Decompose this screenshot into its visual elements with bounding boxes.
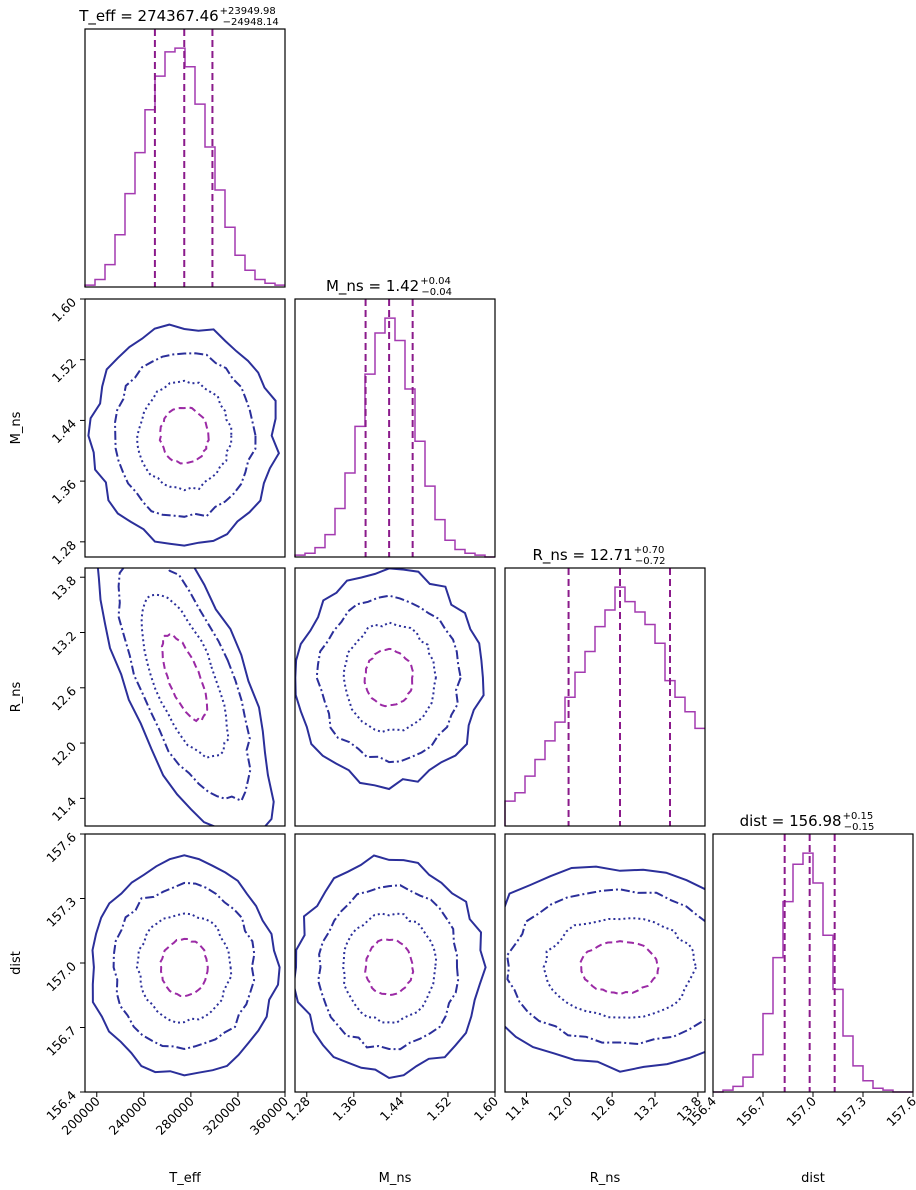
x-tick-label-dist-2: 157.0 [783,1093,819,1129]
histogram-T_eff [84,47,285,287]
x-tick-label-R_ns-3: 13.2 [631,1094,661,1124]
y-tick-label-M_ns-0: 1.28 [49,537,79,567]
x-axis-label-dist: dist [801,1171,825,1186]
x-tick-label-M_ns-2: 1.44 [377,1093,407,1123]
x-tick-label-M_ns-3: 1.52 [424,1094,454,1124]
x-tick-label-T_eff-2: 280000 [153,1093,197,1137]
x-tick-label-R_ns-0: 11.4 [502,1093,532,1123]
contour-panel-dist-vs-M_ns [294,833,496,1093]
contour-dotted-R_ns-vs-T_eff [140,593,230,759]
contour-outer-solid-dist-vs-R_ns [505,865,705,1073]
hist-panel-M_ns: M_ns = 1.42+0.04 −0.04 [294,276,496,558]
axes-frame-R_ns-T_eff [84,567,286,827]
contour-dotted-M_ns-vs-T_eff [136,379,233,492]
x-axis-label-T_eff: T_eff [168,1171,201,1186]
y-axis-label-M_ns: M_ns [9,411,24,444]
contour-panel-R_ns-vs-M_ns [294,567,496,827]
contour-dash-dot-dist-vs-R_ns [506,888,705,1046]
contour-outer-solid-M_ns-vs-T_eff [87,323,281,547]
contour-dash-dot-dist-vs-T_eff [112,881,256,1051]
x-tick-label-dist-1: 156.7 [733,1094,769,1130]
y-tick-label-dist-3: 157.3 [43,894,79,930]
contour-dotted-dist-vs-T_eff [135,912,233,1024]
contour-panel-dist-vs-T_eff [84,833,286,1093]
contour-outer-solid-dist-vs-M_ns [295,854,487,1080]
histogram-dist [713,852,913,1093]
contour-inner-dashed-R_ns-vs-T_eff [160,633,209,723]
x-tick-label-M_ns-4: 1.60 [471,1093,501,1123]
axes-frame-R_ns-R_ns [504,567,706,827]
hist-panel-dist: dist = 156.98+0.15 −0.15 [712,811,914,1093]
y-tick-label-M_ns-1: 1.36 [49,477,79,507]
x-axis-label-R_ns: R_ns [590,1171,621,1186]
x-tick-label-R_ns-1: 12.0 [545,1093,575,1123]
x-tick-label-T_eff-3: 320000 [200,1093,244,1137]
x-tick-label-T_eff-1: 240000 [106,1093,150,1137]
axes-frame-dist-R_ns [504,833,706,1093]
panel-title-T_eff: T_eff = 274367.46+23949.98 −24948.14 [78,6,279,28]
axes-frame-dist-M_ns [294,833,496,1093]
y-axis-label-R_ns: R_ns [9,682,24,713]
contour-outer-solid-R_ns-vs-M_ns [295,568,485,791]
axes-frame-M_ns-M_ns [294,298,496,558]
contour-panel-M_ns-vs-T_eff [84,298,286,558]
axes-frame-R_ns-M_ns [294,567,496,827]
contour-dash-dot-M_ns-vs-T_eff [113,352,257,518]
y-tick-label-M_ns-3: 1.52 [49,355,79,385]
contour-inner-dashed-dist-vs-M_ns [364,938,415,997]
y-tick-label-R_ns-0: 11.4 [49,794,79,824]
x-tick-label-M_ns-1: 1.36 [330,1093,360,1123]
x-tick-label-M_ns-0: 1.28 [283,1093,313,1123]
hist-panel-T_eff: T_eff = 274367.46+23949.98 −24948.14 [78,6,286,288]
panel-title-R_ns: R_ns = 12.71+0.70 −0.72 [532,545,665,567]
contour-inner-dashed-M_ns-vs-T_eff [158,406,210,465]
panel-title-dist: dist = 156.98+0.15 −0.15 [740,811,875,833]
x-tick-label-dist-4: 157.6 [883,1093,916,1129]
panel-title-M_ns: M_ns = 1.42+0.04 −0.04 [326,276,452,298]
hist-panel-R_ns: R_ns = 12.71+0.70 −0.72 [504,545,706,827]
x-tick-label-R_ns-2: 12.6 [588,1093,618,1123]
y-tick-label-R_ns-2: 12.6 [49,683,79,713]
contour-inner-dashed-R_ns-vs-M_ns [363,647,415,708]
contour-inner-dashed-dist-vs-R_ns [579,940,660,996]
y-tick-label-M_ns-4: 1.60 [49,294,79,324]
y-tick-label-dist-1: 156.7 [43,1023,79,1059]
contour-inner-dashed-dist-vs-T_eff [158,937,209,998]
y-tick-label-dist-4: 157.6 [43,829,79,865]
contour-dash-dot-R_ns-vs-T_eff [117,568,252,803]
y-tick-label-R_ns-4: 13.8 [49,573,79,603]
y-axis-label-dist: dist [9,951,24,975]
contour-dash-dot-R_ns-vs-M_ns [315,594,462,764]
contour-outer-solid-R_ns-vs-T_eff [96,568,275,826]
contour-panel-R_ns-vs-T_eff [84,567,286,827]
contour-dotted-dist-vs-M_ns [342,912,438,1024]
axes-frame-dist-T_eff [84,833,286,1093]
contour-panel-dist-vs-R_ns [504,833,706,1093]
histogram-M_ns [294,317,495,558]
contour-dash-dot-dist-vs-M_ns [317,884,460,1051]
contour-outer-solid-dist-vs-T_eff [91,854,281,1077]
y-tick-label-R_ns-3: 13.2 [49,628,79,658]
y-tick-label-dist-2: 157.0 [43,958,79,994]
contour-dotted-dist-vs-R_ns [542,917,698,1019]
y-tick-label-R_ns-1: 12.0 [49,739,79,769]
histogram-R_ns [504,586,705,826]
axes-frame-T_eff-T_eff [84,28,286,288]
x-tick-label-dist-3: 157.3 [833,1094,869,1130]
axes-frame-M_ns-T_eff [84,298,286,558]
x-axis-label-M_ns: M_ns [379,1171,412,1186]
contour-dotted-R_ns-vs-M_ns [342,621,437,734]
y-tick-label-M_ns-2: 1.44 [49,416,79,446]
